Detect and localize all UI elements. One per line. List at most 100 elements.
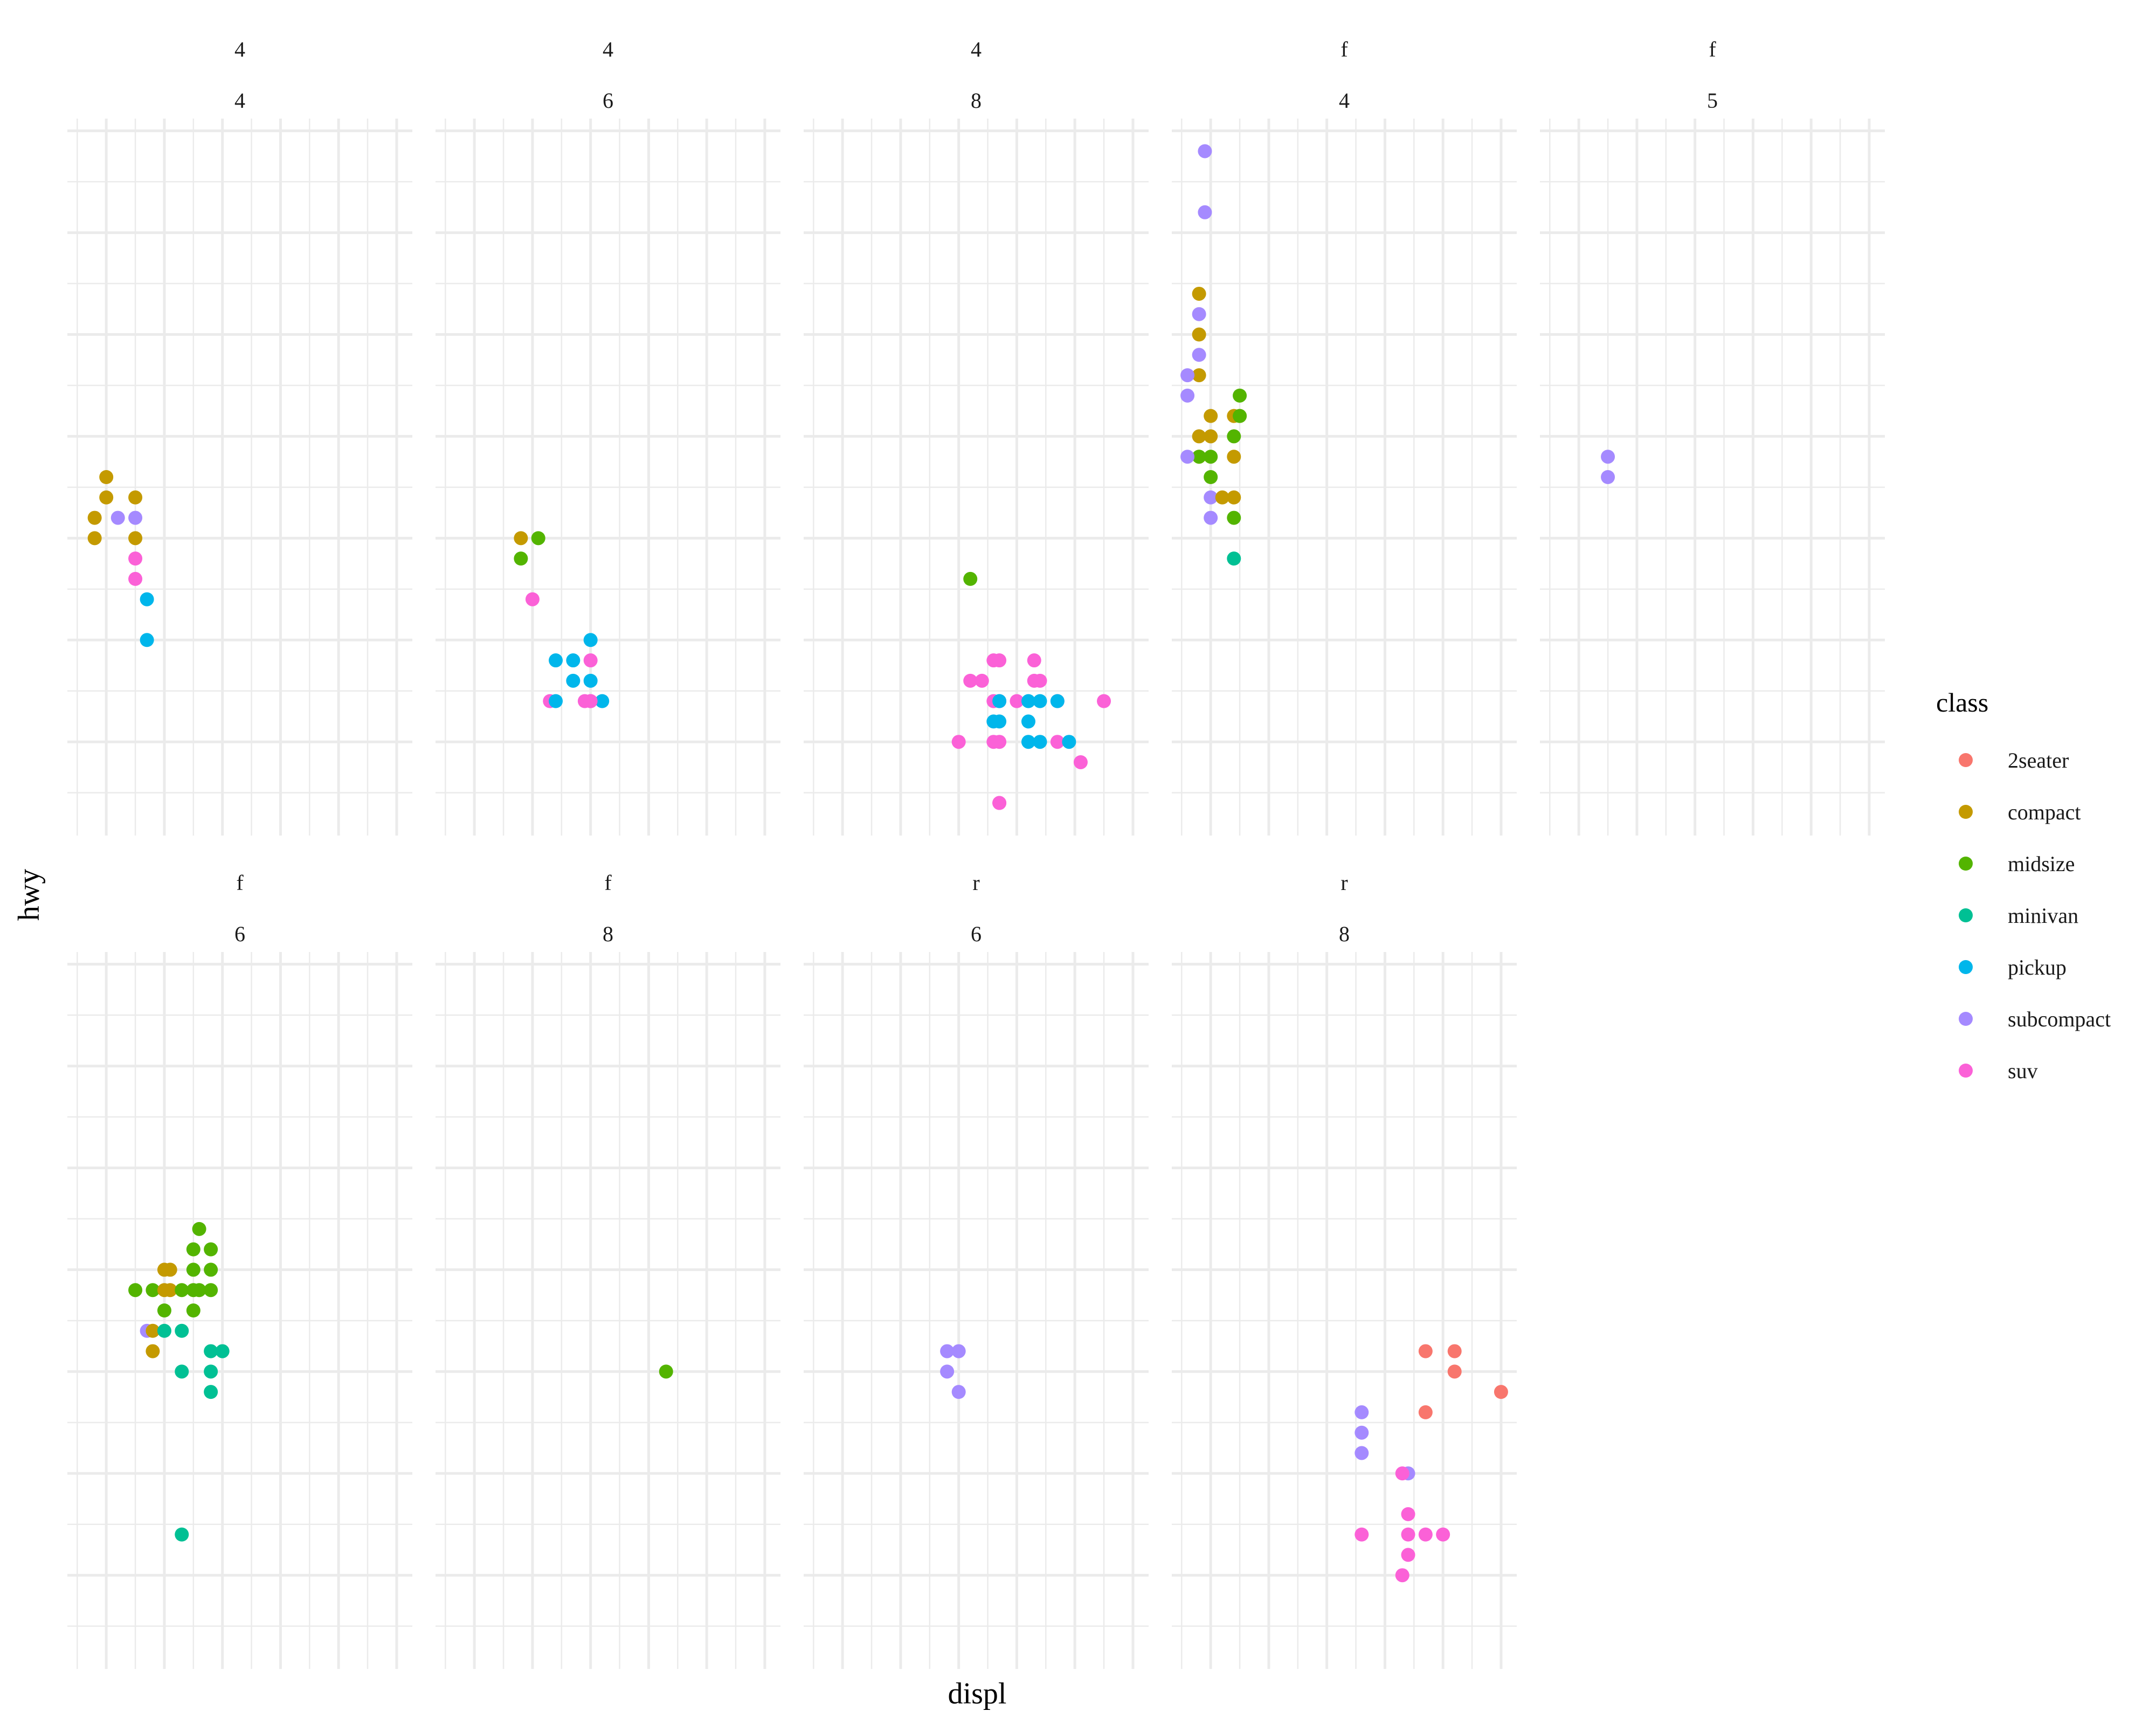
legend-label: 2seater [2008, 748, 2069, 772]
data-point [1192, 348, 1206, 362]
data-point [583, 694, 598, 708]
legend-label: pickup [2008, 955, 2067, 979]
data-point [1601, 470, 1615, 484]
data-point [1395, 1466, 1409, 1481]
data-point [1227, 551, 1241, 566]
data-point [1192, 429, 1206, 444]
data-point [99, 470, 114, 484]
data-point [1073, 755, 1088, 769]
data-point [583, 653, 598, 668]
data-point [99, 490, 114, 505]
data-point [1601, 450, 1615, 464]
facet-panel: f4 [1172, 37, 1517, 836]
data-point [87, 531, 102, 546]
data-point [1180, 388, 1195, 403]
data-point [1447, 1344, 1462, 1358]
data-point [1395, 1568, 1409, 1583]
legend-label: compact [2008, 800, 2081, 824]
data-point [1010, 694, 1024, 708]
facet-strip-label-cyl: 6 [603, 88, 613, 113]
legend-label: subcompact [2008, 1007, 2111, 1031]
legend-item: minivan [1959, 903, 2078, 928]
data-point [128, 551, 143, 566]
legend: class 2seater compact midsize minivan pickup… [1936, 687, 2111, 1083]
facet-strip-label-cyl: 6 [971, 922, 982, 946]
data-point [1027, 653, 1041, 668]
data-point [1050, 735, 1065, 749]
data-point [1033, 694, 1047, 708]
data-point [1192, 286, 1206, 301]
facet-strip-label-drv: 4 [971, 37, 982, 61]
facet-strip-label-cyl: 4 [234, 88, 245, 113]
legend-key [1959, 1012, 1973, 1026]
data-point [1021, 694, 1035, 708]
facet-strip-label-cyl: 8 [603, 922, 613, 946]
data-point [204, 1242, 218, 1257]
data-point [951, 735, 966, 749]
facet-panel: f8 [436, 871, 780, 1669]
data-point [1021, 714, 1035, 729]
data-point [659, 1364, 673, 1379]
data-point [1062, 735, 1076, 749]
data-point [128, 531, 143, 546]
data-point [1198, 144, 1212, 158]
facet-panel: 44 [67, 37, 412, 836]
data-point [531, 531, 545, 546]
facet-strip-label-drv: f [236, 871, 244, 895]
data-point [1033, 735, 1047, 749]
data-point [204, 1364, 218, 1379]
data-point [1180, 450, 1195, 464]
data-point [1192, 327, 1206, 342]
legend-item: midsize [1959, 852, 2075, 876]
data-point [128, 1283, 143, 1298]
facet-panel: f5 [1540, 37, 1885, 836]
facet-strip-label-cyl: 4 [1339, 88, 1350, 113]
data-point [204, 1262, 218, 1277]
data-point [1447, 1364, 1462, 1379]
data-point [549, 653, 563, 668]
data-point [595, 694, 610, 708]
facet-strip-label-drv: 4 [603, 37, 613, 61]
data-point [146, 1283, 160, 1298]
legend-label: minivan [2008, 903, 2078, 928]
legend-key [1959, 960, 1973, 974]
data-point [1227, 450, 1241, 464]
data-point [1494, 1385, 1508, 1399]
data-point [1204, 490, 1218, 505]
data-point [1355, 1527, 1369, 1542]
data-point [566, 673, 581, 688]
data-point [163, 1283, 177, 1298]
data-point [1021, 735, 1035, 749]
facet-strip-label-drv: f [604, 871, 612, 895]
data-point [87, 510, 102, 525]
data-point [175, 1364, 189, 1379]
facet-panel: r6 [804, 871, 1149, 1669]
data-point [186, 1242, 201, 1257]
data-point [992, 735, 1007, 749]
data-point [1215, 490, 1229, 505]
data-point [514, 531, 528, 546]
data-point [583, 633, 598, 647]
data-point [128, 571, 143, 586]
data-point [514, 551, 528, 566]
facet-strip-label-cyl: 8 [1339, 922, 1350, 946]
legend-key [1959, 857, 1973, 871]
data-point [192, 1283, 206, 1298]
data-point [940, 1364, 955, 1379]
data-point [1204, 429, 1218, 444]
y-axis-title: hwy [12, 869, 46, 921]
data-point [1227, 490, 1241, 505]
data-point [1050, 694, 1065, 708]
legend-item: pickup [1959, 955, 2067, 979]
data-point [1401, 1527, 1415, 1542]
data-point [1204, 409, 1218, 423]
facet-strip-label-drv: f [1709, 37, 1716, 61]
data-point [128, 510, 143, 525]
data-point [1418, 1344, 1433, 1358]
facet-strip-label-drv: r [1340, 871, 1348, 895]
legend-items: 2seater compact midsize minivan pickup subcom… [1959, 748, 2111, 1083]
data-point [192, 1222, 206, 1236]
facet-strip-label-drv: 4 [234, 37, 245, 61]
